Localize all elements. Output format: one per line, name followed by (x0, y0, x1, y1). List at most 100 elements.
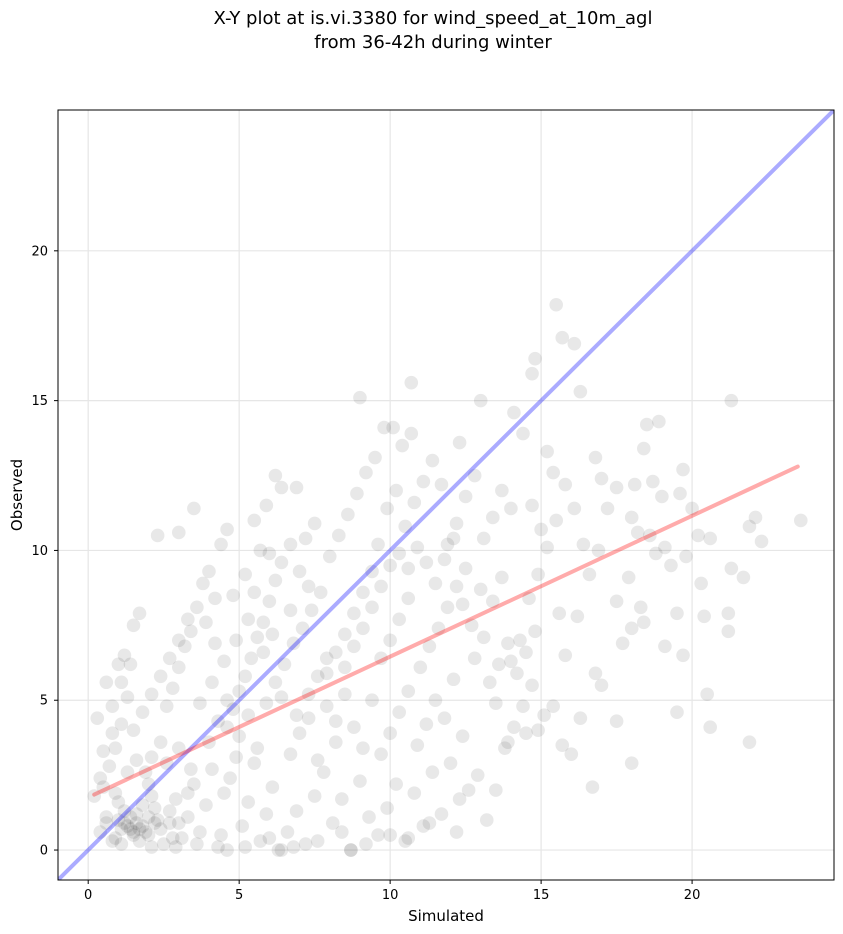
scatter-point (171, 660, 186, 675)
scatter-point (407, 495, 422, 510)
scatter-point (153, 735, 168, 749)
scatter-point (449, 579, 464, 594)
scatter-point (495, 483, 509, 498)
scatter-point (649, 546, 663, 561)
scatter-points (87, 297, 808, 857)
scatter-point (646, 474, 660, 489)
scatter-point (347, 606, 361, 621)
scatter-point (229, 633, 243, 648)
plot-area-frame (57, 109, 835, 881)
scatter-point (165, 681, 180, 696)
scatter-point (793, 513, 808, 528)
scatter-point (455, 597, 470, 612)
scatter-point (546, 699, 560, 714)
scatter-point (153, 822, 168, 836)
y-tick-label: 5 (40, 694, 48, 709)
scatter-point (573, 711, 588, 726)
scatter-point (658, 639, 672, 654)
scatter-point (395, 438, 410, 453)
x-axis-label: Simulated (408, 907, 484, 925)
scatter-point (389, 483, 403, 498)
scatter-point (274, 480, 289, 495)
scatter-point (238, 567, 253, 582)
scatter-point (609, 480, 624, 495)
scatter-point (310, 669, 325, 684)
scatter-point (347, 639, 361, 654)
x-tick-label: 20 (684, 888, 701, 903)
scatter-point (721, 606, 736, 621)
scatter-point (694, 576, 708, 591)
scatter-point (247, 756, 262, 770)
scatter-point (639, 417, 654, 432)
scatter-point (126, 723, 141, 737)
scatter-point (422, 816, 437, 830)
scatter-point (380, 501, 394, 516)
scatter-point (658, 540, 672, 555)
scatter-point (168, 840, 183, 854)
scatter-point (609, 714, 624, 729)
scatter-point (365, 600, 379, 615)
scatter-point (504, 654, 518, 669)
scatter-point (181, 786, 195, 800)
scatter-point (495, 570, 509, 585)
scatter-point (108, 741, 123, 755)
scatter-point (232, 729, 246, 743)
scatter-point (344, 843, 358, 857)
scatter-point (123, 810, 138, 824)
scatter-point (476, 531, 491, 546)
scatter-point (111, 813, 126, 827)
scatter-point (274, 690, 289, 705)
scatter-point (280, 825, 295, 839)
scatter-point (120, 765, 135, 779)
scatter-point (700, 687, 714, 702)
scatter-point (129, 753, 144, 767)
scatter-point (135, 705, 150, 720)
scatter-point (319, 651, 334, 666)
scatter-point (147, 816, 162, 830)
scatter-point (437, 552, 452, 567)
scatter-point (162, 651, 177, 666)
scatter-point (338, 687, 352, 702)
scatter-point (117, 804, 132, 818)
y-tick-label: 10 (31, 544, 48, 559)
scatter-point (504, 501, 518, 516)
scatter-point (724, 561, 739, 576)
scatter-point (135, 819, 150, 833)
scatter-point (292, 564, 307, 579)
scatter-point (736, 570, 751, 585)
scatter-point (537, 708, 551, 723)
scatter-point (274, 555, 289, 570)
scatter-point (171, 741, 186, 755)
scatter-point (144, 687, 159, 702)
scatter-point (555, 738, 570, 752)
scatter-point (220, 693, 234, 708)
scatter-point (655, 489, 669, 504)
scatter-point (374, 651, 388, 666)
scatter-point (516, 699, 530, 714)
scatter-point (356, 585, 370, 600)
scatter-point (123, 657, 138, 672)
scatter-point (531, 723, 545, 737)
scatter-point (513, 633, 527, 648)
scatter-point (283, 537, 298, 552)
scatter-point (353, 390, 367, 405)
grid (58, 110, 834, 880)
scatter-point (633, 600, 648, 615)
scatter-point (325, 816, 340, 830)
scatter-point (256, 645, 271, 660)
scatter-point (99, 675, 114, 690)
scatter-point (685, 501, 699, 516)
scatter-point (117, 648, 132, 663)
scatter-point (205, 675, 219, 690)
scatter-point (479, 813, 494, 827)
scatter-point (138, 765, 153, 779)
scatter-point (144, 750, 159, 764)
scatter-point (467, 468, 482, 483)
scatter-point (338, 627, 352, 642)
scatter-point (96, 780, 111, 794)
scatter-point (555, 330, 570, 345)
chart-title-line1: X-Y plot at is.vi.3380 for wind_speed_at… (214, 8, 653, 29)
scatter-point (250, 630, 265, 645)
scatter-point (413, 660, 428, 675)
scatter-point (328, 714, 343, 729)
